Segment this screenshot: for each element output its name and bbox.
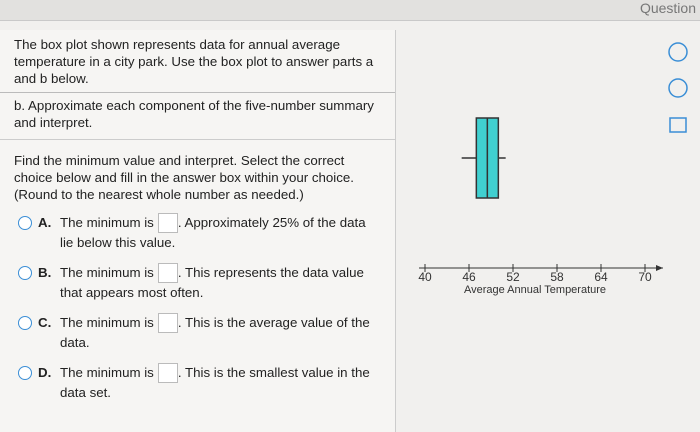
option-letter: B. bbox=[38, 265, 52, 280]
option-text: The minimum is bbox=[60, 315, 154, 330]
popout-icon[interactable] bbox=[669, 117, 687, 133]
top-bar: Question bbox=[0, 0, 700, 21]
option-text: The minimum is bbox=[60, 265, 154, 280]
answer-box[interactable] bbox=[157, 363, 178, 384]
option: C. The minimum is. This is the average va… bbox=[14, 313, 381, 357]
box-plot: 40 46 52 58 64 70 Average Annual Temperature bbox=[418, 42, 688, 296]
axis-arrow bbox=[656, 265, 663, 271]
option: B. The minimum is. This represents the da… bbox=[14, 263, 381, 307]
x-axis-label: Average Annual Temperature bbox=[464, 284, 606, 296]
header-title: Question bbox=[639, 0, 696, 16]
question-panel: The box plot shown represents data for a… bbox=[0, 30, 396, 432]
radio-button[interactable] bbox=[18, 366, 32, 380]
x-tick-label: 52 bbox=[506, 270, 520, 284]
options: A. The minimum is. Approximately 25% of t… bbox=[0, 213, 395, 407]
zoom-in-icon[interactable] bbox=[668, 42, 688, 62]
radio-button[interactable] bbox=[18, 266, 32, 280]
x-tick-label: 64 bbox=[594, 270, 608, 284]
x-tick-label: 58 bbox=[550, 270, 564, 284]
x-tick-label: 70 bbox=[638, 270, 652, 284]
answer-box[interactable] bbox=[157, 263, 178, 284]
option-text: . This represents the data value that ap… bbox=[60, 265, 364, 301]
option-text: . This is the average value of the data. bbox=[60, 315, 370, 351]
question-stem: The box plot shown represents data for a… bbox=[0, 30, 395, 93]
option-text: The minimum is bbox=[60, 215, 154, 230]
option-letter: D. bbox=[38, 365, 52, 380]
option-text: The minimum is bbox=[60, 365, 154, 380]
radio-button[interactable] bbox=[18, 216, 32, 230]
zoom-out-icon[interactable] bbox=[668, 78, 688, 98]
option: D. The minimum is. This is the smallest v… bbox=[14, 363, 381, 407]
option-letter: C. bbox=[38, 315, 52, 330]
x-tick-label: 40 bbox=[418, 270, 432, 284]
question-part: b. Approximate each component of the fiv… bbox=[0, 93, 395, 140]
option-text: . Approximately 25% of the data lie belo… bbox=[60, 215, 366, 251]
answer-box[interactable] bbox=[157, 213, 178, 234]
instruction: Find the minimum value and interpret. Se… bbox=[14, 153, 354, 202]
option-text: . This is the smallest value in the data… bbox=[60, 365, 370, 401]
radio-button[interactable] bbox=[18, 316, 32, 330]
option: A. The minimum is. Approximately 25% of t… bbox=[14, 213, 381, 257]
x-tick-label: 46 bbox=[462, 270, 476, 284]
answer-box[interactable] bbox=[157, 313, 178, 334]
option-letter: A. bbox=[38, 215, 52, 230]
